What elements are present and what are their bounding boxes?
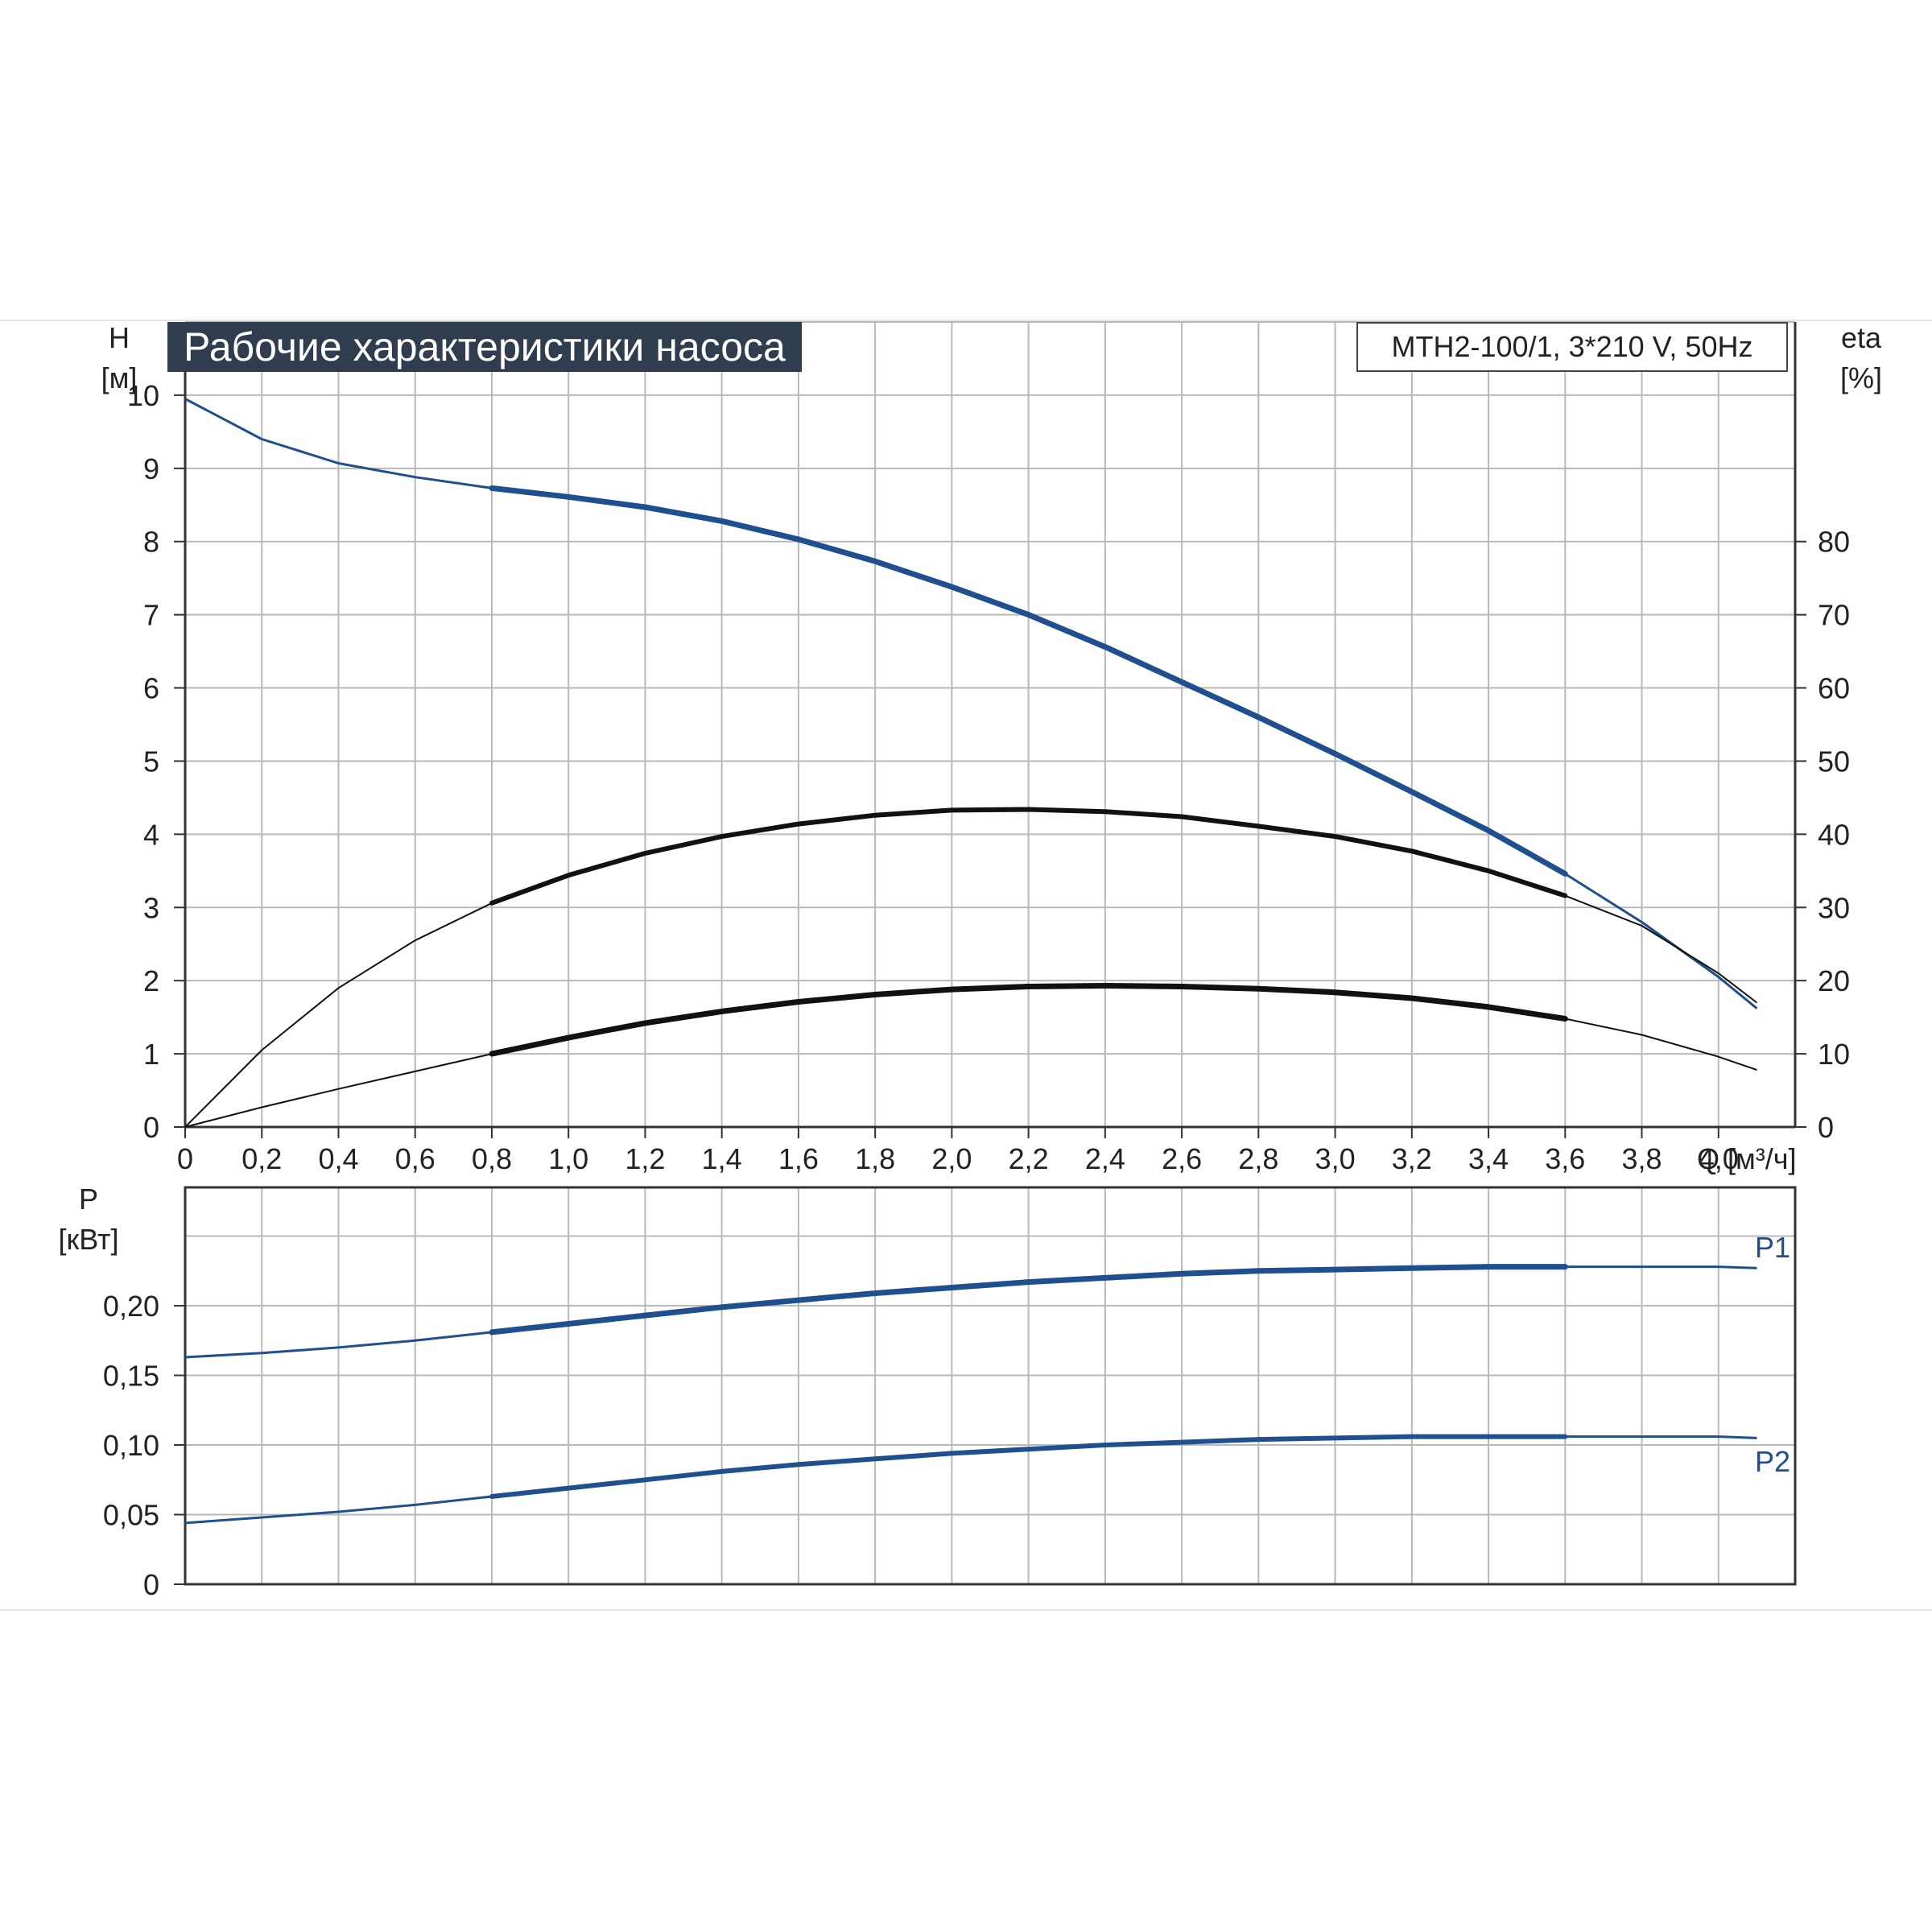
power-plot-frame (184, 1186, 1797, 1586)
y2-tick-label: 10 (1818, 1038, 1850, 1071)
y-axis-unit: [м] (101, 361, 138, 394)
y-axis-label: H (109, 321, 130, 354)
y2-tick-label: 50 (1818, 745, 1850, 778)
chart-title: Рабочие характеристики насоса (167, 322, 802, 372)
x-tick-label: 0,6 (395, 1142, 436, 1175)
x-tick-label: 1,6 (778, 1142, 819, 1175)
head-curve-operating-range (489, 485, 1568, 877)
y2-tick-label: 60 (1818, 672, 1850, 705)
p1-curve-line (184, 1265, 1757, 1359)
x-tick-label: 0,2 (242, 1142, 282, 1175)
y-tick-label: 2 (143, 964, 159, 997)
x-tick-label: 1,0 (548, 1142, 588, 1175)
power-y-tick-label: 0,15 (103, 1360, 159, 1393)
y-tick-label: 7 (143, 599, 159, 632)
p2-curve-line (184, 1435, 1757, 1525)
x-tick-label: 3,4 (1468, 1142, 1509, 1175)
model-label: MTH2-100/1, 3*210 V, 50Hz (1356, 322, 1788, 372)
power-axis-unit: [кВт] (58, 1223, 118, 1256)
x-tick-label: 2,2 (1009, 1142, 1049, 1175)
x-tick-label: 3,0 (1315, 1142, 1356, 1175)
efficiency-curve-1-line (184, 808, 1758, 1128)
power-y-tick-label: 0 (143, 1568, 159, 1601)
y-tick-label: 0 (143, 1111, 159, 1144)
x-tick-label: 0,8 (472, 1142, 512, 1175)
x-tick-label: 3,8 (1622, 1142, 1662, 1175)
efficiency-curve-1-operating-range (489, 807, 1568, 906)
y2-tick-label: 20 (1818, 964, 1850, 997)
power-y-tick-label: 0,10 (103, 1429, 159, 1462)
x-tick-label: 2,6 (1162, 1142, 1202, 1175)
x-axis-label: Q [м³/ч] (1697, 1142, 1797, 1175)
y2-tick-label: 30 (1818, 891, 1850, 924)
x-tick-label: 2,0 (931, 1142, 972, 1175)
y-tick-label: 10 (127, 379, 159, 412)
head-curve-line (184, 398, 1758, 1009)
efficiency-curve-2-operating-range (489, 983, 1568, 1057)
efficiency-curve-2-line (184, 985, 1757, 1128)
y-tick-label: 4 (143, 818, 159, 851)
y2-tick-label: 40 (1818, 818, 1850, 851)
x-tick-label: 0,4 (318, 1142, 358, 1175)
y2-tick-label: 80 (1818, 526, 1850, 559)
x-tick-label: 4,0 (1699, 1142, 1739, 1175)
x-tick-label: 1,4 (702, 1142, 742, 1175)
x-tick-label: 2,4 (1085, 1142, 1125, 1175)
power-y-tick-label: 0,20 (103, 1290, 159, 1323)
x-tick-label: 3,6 (1545, 1142, 1585, 1175)
p1-curve-operating-range (489, 1264, 1568, 1335)
y-tick-label: 9 (143, 452, 159, 485)
y-tick-label: 1 (143, 1038, 159, 1071)
y-tick-label: 3 (143, 891, 159, 924)
y2-tick-label: 0 (1818, 1111, 1834, 1144)
y-tick-label: 8 (143, 526, 159, 559)
power-axis-label: P (79, 1183, 98, 1216)
x-tick-label: 2,8 (1238, 1142, 1278, 1175)
p2-label: P2 (1755, 1445, 1790, 1478)
x-tick-label: 1,8 (855, 1142, 895, 1175)
power-y-tick-label: 0,05 (103, 1499, 159, 1532)
p1-label: P1 (1755, 1231, 1790, 1264)
y-tick-label: 6 (143, 672, 159, 705)
p2-curve-operating-range (489, 1434, 1568, 1499)
y2-tick-label: 70 (1818, 599, 1850, 632)
x-tick-label: 0 (177, 1142, 193, 1175)
x-tick-label: 1,2 (625, 1142, 665, 1175)
y2-axis-label: eta (1841, 321, 1882, 354)
x-tick-label: 3,2 (1392, 1142, 1432, 1175)
y-tick-label: 5 (143, 745, 159, 778)
y2-axis-unit: [%] (1840, 361, 1882, 394)
